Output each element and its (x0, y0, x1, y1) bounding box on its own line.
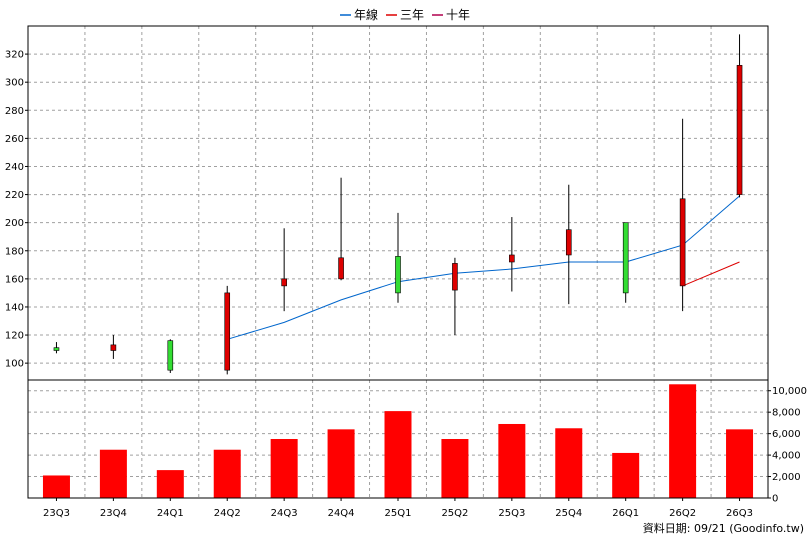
x-tick-label-25q4: 25Q4 (555, 508, 582, 519)
candle-body-23q4 (110, 344, 117, 351)
price-tick-label-120: 120 (5, 331, 24, 342)
x-tick-label-24q4: 24Q4 (328, 508, 355, 519)
candles (53, 34, 743, 375)
volume-tick-label-4000: 4,000 (772, 451, 801, 462)
x-tick-label-24q1: 24Q1 (157, 508, 184, 519)
x-tick-label-26q1: 26Q1 (612, 508, 639, 519)
x-tick-label-25q2: 25Q2 (441, 508, 468, 519)
volume-bar-24q4 (327, 429, 355, 498)
x-tick-label-24q3: 24Q3 (271, 508, 298, 519)
price-tick-label-260: 260 (5, 134, 24, 145)
price-grid (28, 26, 768, 380)
volume-panel: 0 2,000 4,000 6,000 8,000 10,000 (28, 380, 807, 505)
price-tick-label-140: 140 (5, 302, 24, 313)
volume-tick-label-8000: 8,000 (772, 408, 801, 419)
volume-tick-label-2000: 2,000 (772, 472, 801, 483)
volume-bar-25q2 (441, 439, 469, 498)
volume-y-axis: 0 2,000 4,000 6,000 8,000 10,000 (768, 386, 807, 505)
volume-bar-26q2 (669, 384, 697, 498)
volume-bar-25q1 (384, 411, 412, 498)
data-date-credit: 資料日期: 09/21 (Goodinfo.tw) (643, 521, 804, 535)
price-tick-label-320: 320 (5, 50, 24, 61)
candle-body-26q3 (736, 65, 743, 195)
moving-average-lines (227, 195, 740, 340)
volume-bar-24q3 (270, 439, 298, 498)
legend-label-annual: 年線 (354, 7, 378, 22)
candle-body-26q1 (622, 222, 629, 294)
volume-bar-26q3 (726, 429, 754, 498)
price-tick-label-240: 240 (5, 162, 24, 173)
candle-body-25q1 (395, 256, 401, 294)
legend-label-ten-year: 十年 (446, 8, 470, 22)
plot-frames (27, 25, 769, 499)
candle-body-23q3 (53, 347, 60, 351)
legend-label-three-year: 三年 (400, 8, 424, 22)
candle-body-25q2 (452, 263, 458, 291)
price-tick-label-280: 280 (5, 106, 24, 117)
price-tick-label-300: 300 (5, 78, 24, 89)
price-tick-label-160: 160 (5, 274, 24, 285)
volume-tick-label-0: 0 (772, 494, 778, 505)
x-tick-label-26q3: 26Q3 (726, 508, 753, 519)
x-tick-label-25q1: 25Q1 (385, 508, 412, 519)
volume-bars (42, 384, 754, 498)
legend: 年線 三年 十年 (340, 7, 470, 22)
price-tick-label-180: 180 (5, 246, 24, 257)
price-y-axis: 100 120 140 160 180 200 220 240 260 280 300 320 (5, 50, 28, 370)
volume-bar-25q3 (498, 423, 526, 498)
volume-grid (28, 380, 768, 499)
price-tick-label-100: 100 (5, 359, 24, 370)
volume-tick-label-10000: 10,000 (772, 386, 807, 397)
price-tick-label-200: 200 (5, 218, 24, 229)
x-tick-label-24q2: 24Q2 (214, 508, 241, 519)
volume-bar-24q1 (156, 470, 184, 498)
volume-bar-24q2 (213, 449, 241, 498)
volume-tick-label-6000: 6,000 (772, 429, 801, 440)
ma-line-annual (227, 195, 740, 340)
ma-line-three-year (682, 261, 740, 287)
x-axis: 23Q3 23Q4 24Q1 24Q2 24Q3 24Q4 25Q1 25Q2 25Q3 25Q4… (43, 498, 753, 519)
volume-bar-23q4 (99, 449, 127, 498)
candle-body-24q4 (338, 257, 344, 280)
price-panel: 100 120 140 160 180 200 220 240 260 280 300 320 (5, 26, 768, 380)
price-tick-label-220: 220 (5, 190, 24, 201)
candle-body-26q2 (679, 198, 686, 287)
candle-body-24q2 (224, 292, 231, 371)
volume-bar-23q3 (42, 475, 70, 498)
x-tick-label-26q2: 26Q2 (669, 508, 696, 519)
price-frame (27, 25, 769, 381)
volume-bar-25q4 (555, 428, 583, 498)
x-tick-label-23q4: 23Q4 (100, 508, 127, 519)
volume-frame (27, 379, 769, 499)
x-tick-label-23q3: 23Q3 (43, 508, 70, 519)
volume-bar-26q1 (612, 452, 640, 498)
candle-body-24q3 (281, 278, 287, 287)
candle-body-25q3 (509, 254, 515, 263)
x-tick-label-25q3: 25Q3 (498, 508, 525, 519)
candle-body-24q1 (167, 340, 174, 371)
candle-body-25q4 (565, 229, 572, 256)
